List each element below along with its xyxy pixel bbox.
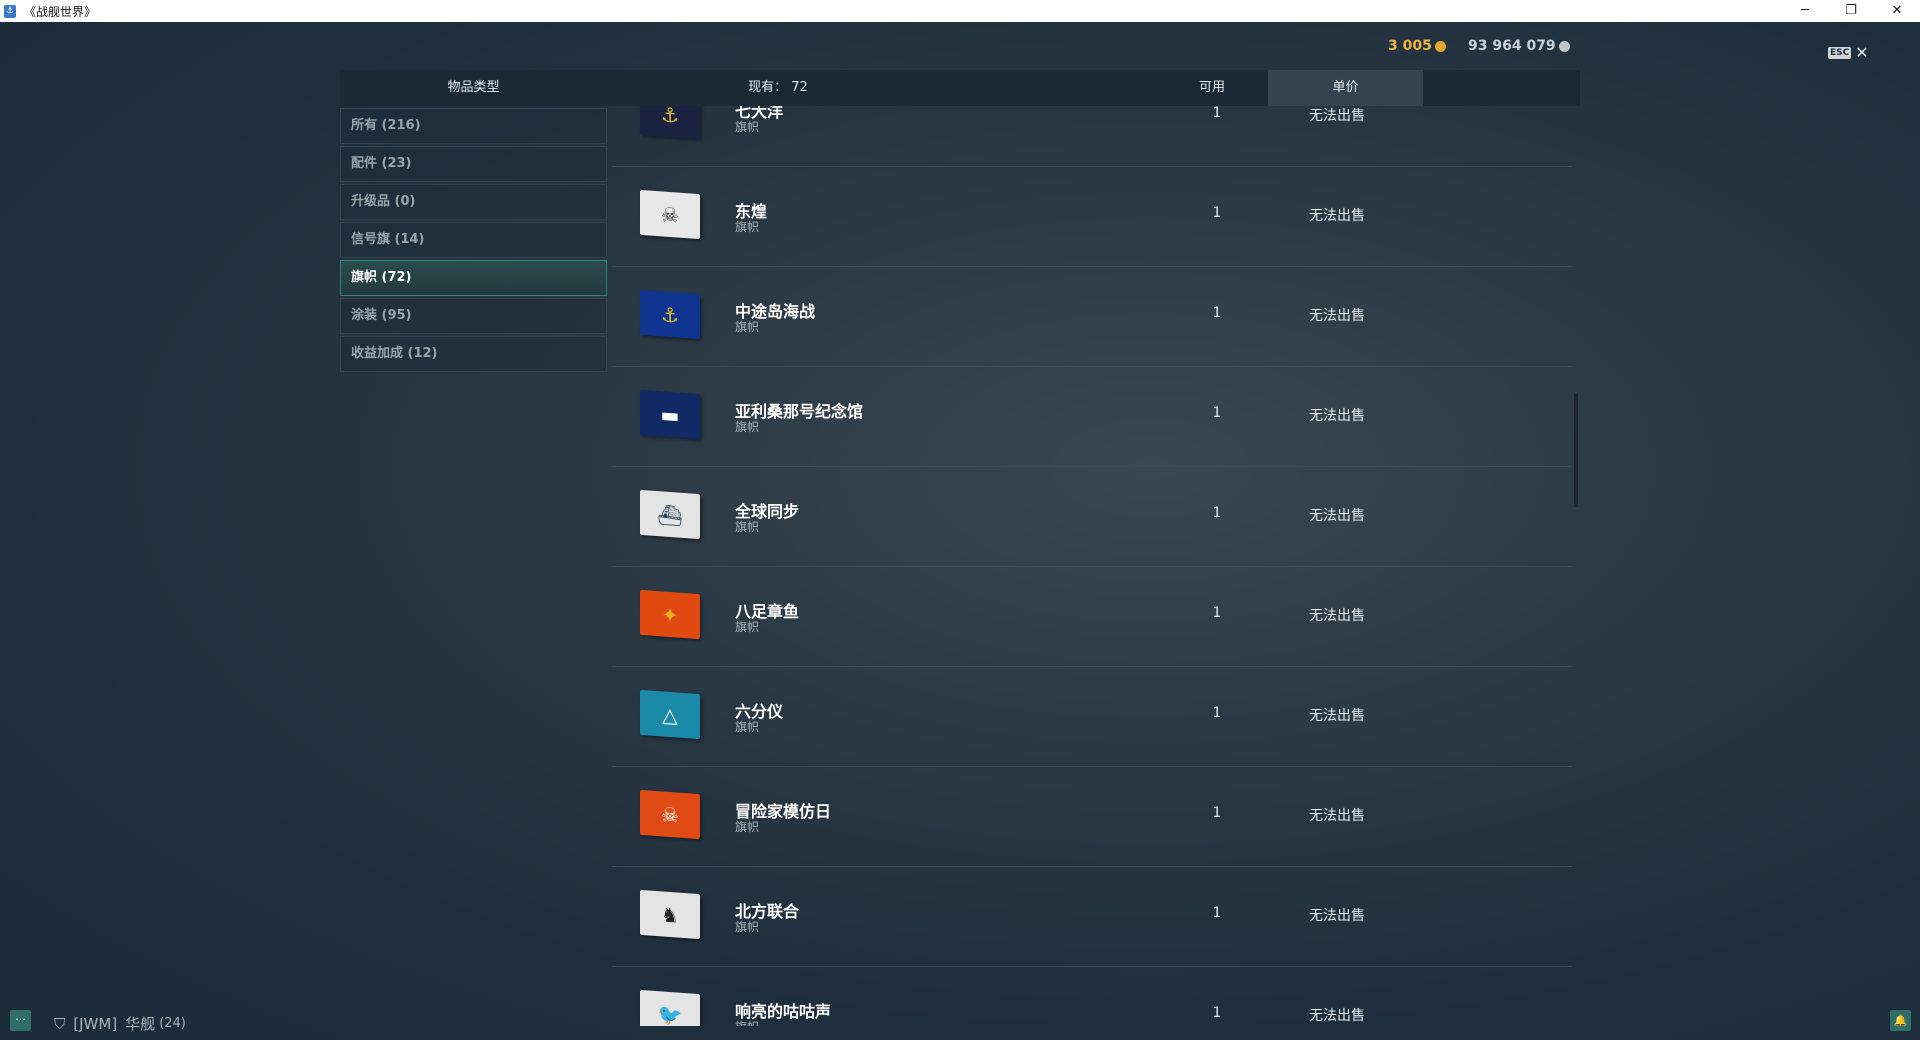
chat-icon[interactable]: ··· <box>10 1010 31 1031</box>
item-quantity: 1 <box>1212 1005 1222 1021</box>
header-category: 物品类型 <box>447 80 500 95</box>
bottom-bar: ··· ⛉ [JWM] 华舰 (24) 🔔 <box>0 1005 1920 1040</box>
table-row[interactable]: ✦ 八足章鱼 旗帜 1 无法出售 <box>612 567 1572 667</box>
clan-shield-icon: ⛉ <box>54 1014 66 1033</box>
item-type: 旗帜 <box>735 420 760 434</box>
item-quantity: 1 <box>1212 605 1222 621</box>
item-quantity: 1 <box>1212 705 1222 721</box>
table-row[interactable]: ⚓ 中途岛海战 旗帜 1 无法出售 <box>612 267 1572 367</box>
item-type: 旗帜 <box>735 620 760 634</box>
table-header: 物品类型 现有： 72 可用 单价 <box>340 70 1580 106</box>
minimize-button[interactable]: ─ <box>1801 3 1809 18</box>
player-name: 华舰 <box>125 1015 156 1033</box>
credits-balance: 93 964 079 <box>1468 38 1570 54</box>
scrollbar[interactable] <box>1574 394 1578 507</box>
item-price: 无法出售 <box>1309 108 1365 124</box>
item-type: 旗帜 <box>735 120 760 134</box>
item-type: 旗帜 <box>735 820 760 834</box>
flag-icon: ☠ <box>640 189 700 240</box>
player-info[interactable]: ⛉ [JWM] 华舰 (24) <box>54 1013 186 1034</box>
flag-icon: △ <box>640 689 700 740</box>
item-type: 旗帜 <box>735 1018 759 1026</box>
close-window-button[interactable]: ✕ <box>1891 3 1903 18</box>
table-row[interactable]: ☠ 冒险家模仿日 旗帜 1 无法出售 <box>612 767 1572 867</box>
table-row[interactable]: 🐦 响亮的咕咕声 旗帜 1 无法出售 <box>612 967 1572 1026</box>
item-price: 无法出售 <box>1309 408 1365 424</box>
item-quantity: 1 <box>1212 505 1222 521</box>
header-unit-price[interactable]: 单价 <box>1268 70 1423 106</box>
gold-coin-icon <box>1434 40 1446 52</box>
bell-icon[interactable]: 🔔 <box>1890 1010 1911 1031</box>
esc-close-button[interactable]: ESC ✕ <box>1828 43 1869 62</box>
category-sidebar: 所有 (216) 配件 (23) 升级品 (0) 信号旗 (14) 旗帜 (72) 涂装 … <box>340 108 607 374</box>
item-name: 响亮的咕咕声 <box>735 1002 832 1021</box>
sidebar-item[interactable]: 旗帜 (72) <box>340 260 607 296</box>
header-owned: 现有： 72 <box>748 80 808 95</box>
flag-icon: ⛴ <box>640 489 700 540</box>
flag-icon: ▬ <box>640 389 700 440</box>
gold-amount: 3 005 <box>1388 38 1432 54</box>
item-price: 无法出售 <box>1309 1008 1365 1024</box>
item-quantity: 1 <box>1212 305 1222 321</box>
item-name: 六分仪 <box>735 702 784 721</box>
item-quantity: 1 <box>1212 205 1222 221</box>
header-available[interactable]: 可用 <box>1198 80 1225 95</box>
table-row[interactable]: ☠ 东煌 旗帜 1 无法出售 <box>612 167 1572 267</box>
item-list: ⚓ 七大洋 旗帜 1 无法出售 ☠ 东煌 旗帜 1 无法出售 ⚓ 中途岛海战 旗帜 … <box>612 106 1572 1026</box>
credits-amount: 93 964 079 <box>1468 38 1556 54</box>
table-row[interactable]: ▬ 亚利桑那号纪念馆 旗帜 1 无法出售 <box>612 367 1572 467</box>
sidebar-item[interactable]: 收益加成 (12) <box>340 336 607 372</box>
restore-button[interactable]: ❐ <box>1845 3 1857 18</box>
esc-key-icon: ESC <box>1828 46 1852 59</box>
item-name: 八足章鱼 <box>735 602 800 621</box>
sidebar-item[interactable]: 所有 (216) <box>340 108 607 144</box>
flag-icon: ☠ <box>640 789 700 840</box>
item-name: 冒险家模仿日 <box>735 802 832 821</box>
sidebar-item[interactable]: 配件 (23) <box>340 146 607 182</box>
flag-icon: ♞ <box>640 889 700 940</box>
app-icon: ⚓ <box>4 4 16 18</box>
clan-tag: [JWM] <box>73 1014 118 1033</box>
flag-icon: ⚓ <box>640 106 700 140</box>
item-price: 无法出售 <box>1309 708 1365 724</box>
item-price: 无法出售 <box>1309 508 1365 524</box>
item-price: 无法出售 <box>1309 808 1365 824</box>
flag-icon: ⚓ <box>640 289 700 340</box>
sidebar-item[interactable]: 涂装 (95) <box>340 298 607 334</box>
sidebar-item[interactable]: 信号旗 (14) <box>340 222 607 258</box>
close-icon[interactable]: ✕ <box>1855 43 1869 62</box>
table-row[interactable]: △ 六分仪 旗帜 1 无法出售 <box>612 667 1572 767</box>
item-quantity: 1 <box>1212 805 1222 821</box>
item-quantity: 1 <box>1212 106 1222 121</box>
item-quantity: 1 <box>1212 905 1222 921</box>
table-row[interactable]: ⛴ 全球同步 旗帜 1 无法出售 <box>612 467 1572 567</box>
item-name: 东煌 <box>735 202 768 221</box>
window-titlebar: ⚓ 《战舰世界》 ─ ❐ ✕ <box>0 0 1920 22</box>
table-row[interactable]: ⚓ 七大洋 旗帜 1 无法出售 <box>612 106 1572 167</box>
item-type: 旗帜 <box>735 220 760 234</box>
flag-icon: ✦ <box>640 589 700 640</box>
item-type: 旗帜 <box>735 720 760 734</box>
item-type: 旗帜 <box>735 520 760 534</box>
gold-balance: 3 005 <box>1388 38 1446 54</box>
sidebar-item[interactable]: 升级品 (0) <box>340 184 607 220</box>
window-title: 《战舰世界》 <box>24 4 97 19</box>
item-name: 七大洋 <box>735 106 784 121</box>
credits-coin-icon <box>1558 40 1570 52</box>
item-type: 旗帜 <box>735 320 760 334</box>
item-price: 无法出售 <box>1309 608 1365 624</box>
item-price: 无法出售 <box>1309 208 1365 224</box>
table-row[interactable]: ♞ 北方联合 旗帜 1 无法出售 <box>612 867 1572 967</box>
item-name: 全球同步 <box>735 502 800 521</box>
item-price: 无法出售 <box>1309 908 1365 924</box>
item-type: 旗帜 <box>735 920 760 934</box>
item-price: 无法出售 <box>1309 308 1365 324</box>
item-name: 中途岛海战 <box>735 302 816 321</box>
item-name: 亚利桑那号纪念馆 <box>735 402 864 421</box>
player-level: (24) <box>159 1016 186 1031</box>
item-name: 北方联合 <box>735 902 800 921</box>
item-quantity: 1 <box>1212 405 1222 421</box>
